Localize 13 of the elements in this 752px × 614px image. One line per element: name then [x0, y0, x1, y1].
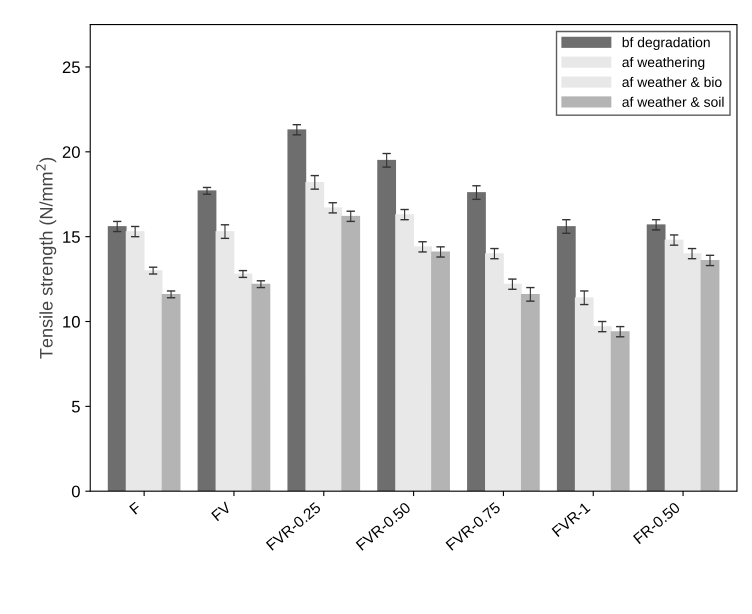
y-tick-label: 25: [62, 61, 80, 74]
y-tick-label: 10: [63, 316, 80, 328]
legend-label: bf degradation: [622, 37, 710, 50]
y-tick-label: 15: [63, 231, 80, 243]
legend-label: af weather & soil: [622, 96, 724, 107]
y-tick-label: 20: [62, 146, 80, 158]
x-tick-label: F: [129, 502, 142, 515]
y-tick-label: 0: [72, 486, 80, 498]
legend-label: af weathering: [622, 56, 704, 70]
y-tick-label: 5: [72, 400, 80, 413]
y-axis-title: Tensile strength (N/mm$^{2}$): [36, 158, 56, 359]
legend-label: af weather & bio: [622, 76, 722, 88]
x-tick-label: FV: [211, 501, 232, 522]
